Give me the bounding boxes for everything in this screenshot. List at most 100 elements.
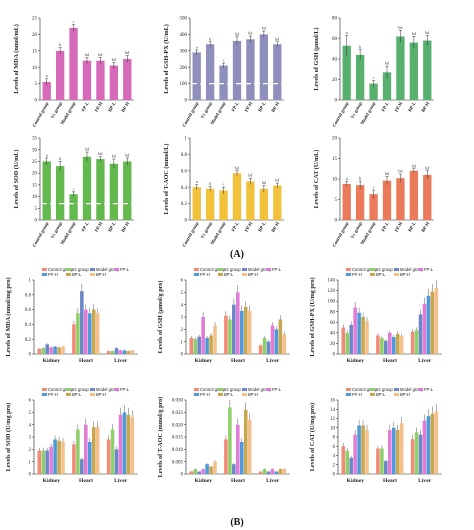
figure-label-b: (B) — [230, 517, 243, 528]
legend-label: BP-L — [224, 392, 234, 397]
y-tick-label: 0.2 — [181, 202, 188, 207]
bar — [282, 469, 287, 474]
bar — [76, 313, 80, 354]
legend-swatch — [394, 268, 399, 271]
bar — [192, 187, 201, 220]
x-category-label: BP-L — [107, 221, 117, 233]
x-category-label: Vc group — [350, 221, 364, 240]
y-tick-label: 20 — [32, 33, 38, 38]
significance-label: bd — [412, 163, 416, 168]
bar — [376, 335, 380, 354]
significance-label: c — [73, 186, 75, 191]
legend-swatch — [370, 393, 375, 396]
bar — [434, 287, 439, 354]
legend-swatch — [90, 273, 95, 276]
legend-label: Model group — [248, 387, 272, 392]
x-category-label: Control group — [331, 101, 350, 128]
y-tick-label: 16 — [330, 399, 336, 404]
y-tick-label: 20 — [332, 137, 338, 142]
y-axis-label: Levels of T-AOC (mmol/g pro) — [157, 397, 164, 478]
legend-label: BP-L — [376, 272, 386, 277]
bar — [109, 163, 119, 220]
chart-b2: 0 1 2 3 4 5 6 Levels of GSH (μmol/g pro) Kidney H… — [157, 267, 290, 364]
bar — [422, 303, 427, 354]
y-tick-label: 12 — [330, 417, 336, 422]
legend-swatch — [42, 268, 47, 271]
legend-label: BP-H — [400, 392, 410, 397]
significance-label: bd — [98, 52, 102, 57]
legend-swatch — [114, 388, 119, 391]
y-tick-label: 80 — [330, 310, 336, 315]
y-tick-label: 200 — [180, 66, 188, 71]
y-tick-label: 0.015 — [172, 436, 184, 441]
bar — [384, 340, 388, 354]
significance-label: bd — [275, 36, 279, 41]
bar — [259, 188, 269, 220]
significance-label: bd — [262, 26, 266, 31]
y-axis-label: Levels of GSH (μmol/g pro) — [157, 281, 164, 354]
x-category-label: Heart — [79, 358, 93, 364]
bar — [243, 409, 248, 474]
legend-swatch — [418, 388, 423, 391]
x-category-label: FP-H — [244, 221, 254, 233]
bar — [53, 439, 57, 474]
y-tick-label: 0.4 — [181, 186, 188, 191]
legend-label: Control group — [352, 387, 378, 392]
y-tick-label: 2 — [333, 463, 336, 468]
y-tick-label: 0.8 — [181, 153, 188, 158]
bar — [130, 350, 135, 354]
bar — [61, 346, 65, 354]
y-tick-label: 40 — [332, 58, 338, 63]
significance-label: bd — [248, 31, 252, 36]
significance-label: bd — [248, 173, 252, 178]
y-tick-label: 5 — [29, 411, 32, 416]
bar — [87, 313, 92, 354]
bar — [91, 309, 96, 354]
legend-label: BP-H — [400, 272, 410, 277]
y-axis-label: Levels of CAT (U/mL) — [313, 150, 320, 209]
legend-label: FP-H — [48, 392, 58, 397]
bar — [274, 471, 279, 474]
bar — [205, 188, 215, 220]
bar — [266, 471, 271, 474]
x-category-label: Vc group — [50, 221, 64, 240]
legend-label: BP-H — [96, 392, 106, 397]
y-tick-label: 120 — [328, 289, 336, 294]
bar — [430, 413, 435, 474]
y-tick-label: 100 — [328, 300, 336, 305]
bar — [232, 304, 236, 354]
legend-swatch — [114, 268, 119, 271]
x-category-label: Liver — [418, 358, 432, 364]
y-axis-label: Levels of SOD (U/mg pro) — [5, 403, 12, 472]
legend-swatch — [370, 268, 375, 271]
bar — [243, 307, 248, 354]
y-tick-label: 80 — [332, 17, 338, 22]
y-tick-label: 0 — [35, 219, 38, 224]
bar — [122, 412, 127, 474]
y-tick-label: 0 — [333, 473, 336, 478]
bar — [228, 319, 232, 354]
legend-label: Vc group — [376, 267, 393, 272]
bar — [72, 444, 76, 474]
bar — [259, 34, 269, 100]
bar — [423, 40, 432, 100]
bar — [42, 81, 51, 100]
x-category-label: BP-H — [420, 101, 430, 113]
legend-label: Model group — [400, 267, 424, 272]
bar — [224, 439, 228, 474]
bar — [396, 178, 405, 220]
chart-a5: 0 0.2 0.4 0.6 0.8 1 Levels of T-AOC (mmol/L) a C… — [163, 137, 284, 248]
bar — [232, 173, 242, 220]
y-tick-label: 5 — [35, 82, 38, 87]
legend-swatch — [242, 273, 247, 276]
x-category-label: FP-H — [94, 101, 104, 113]
bar — [380, 448, 384, 474]
bar — [434, 411, 439, 474]
bar — [365, 321, 369, 354]
bar — [410, 331, 415, 354]
bar — [355, 185, 365, 220]
significance-label: a — [346, 176, 348, 181]
bar — [341, 327, 346, 354]
bar — [270, 325, 275, 354]
x-category-label: Liver — [266, 478, 280, 484]
